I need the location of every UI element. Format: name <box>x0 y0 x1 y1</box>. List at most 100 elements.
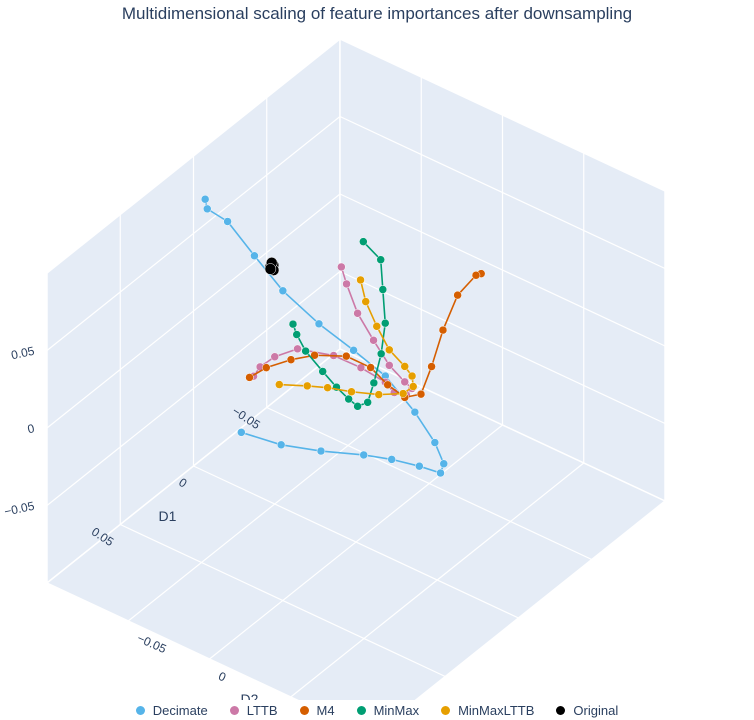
series-line-minmax <box>292 241 387 408</box>
series-line-decimate <box>204 199 445 474</box>
left-wall-gridline-d3-2 <box>46 116 341 351</box>
chart-title: Multidimensional scaling of feature impo… <box>121 4 633 23</box>
point-minmax-6[interactable] <box>363 398 372 407</box>
point-decimate-0[interactable] <box>200 194 210 204</box>
point-minmaxlttb-8[interactable] <box>374 390 384 399</box>
point-minmax-12[interactable] <box>292 330 301 339</box>
point-lttb-1[interactable] <box>342 279 351 289</box>
point-m4-8[interactable] <box>366 363 375 372</box>
floor-gridline-d1-2 <box>119 523 446 678</box>
legend-label-decimate: Decimate <box>152 702 208 718</box>
point-decimate-6[interactable] <box>349 346 358 355</box>
point-m4-11[interactable] <box>286 355 296 364</box>
point-minmax-8[interactable] <box>344 394 353 404</box>
point-m4-13[interactable] <box>245 373 254 382</box>
floor-gridline-d2-2 <box>290 462 585 698</box>
point-m4-12[interactable] <box>262 363 271 372</box>
point-minmaxlttb-1[interactable] <box>361 297 370 306</box>
point-minmax-2[interactable] <box>378 285 388 294</box>
legend-item-minmaxlttb[interactable]: MinMaxLTTB <box>441 700 534 720</box>
point-lttb-4[interactable] <box>385 361 394 370</box>
point-minmax-1[interactable] <box>376 255 385 264</box>
point-decimate-9[interactable] <box>430 438 440 447</box>
point-decimate-16[interactable] <box>276 440 286 450</box>
point-decimate-17[interactable] <box>237 428 246 437</box>
point-lttb-12[interactable] <box>293 344 302 354</box>
point-minmaxlttb-4[interactable] <box>400 362 409 371</box>
point-m4-10[interactable] <box>310 351 319 360</box>
legend-item-original[interactable]: Original <box>556 700 618 720</box>
point-m4-4[interactable] <box>427 362 436 371</box>
point-minmaxlttb-0[interactable] <box>356 275 365 285</box>
legend-marker-minmax <box>356 705 366 715</box>
point-minmaxlttb-6[interactable] <box>408 382 418 391</box>
point-decimate-5[interactable] <box>314 319 324 329</box>
point-decimate-13[interactable] <box>387 455 396 464</box>
point-m4-5[interactable] <box>416 389 426 399</box>
legend-marker-decimate <box>135 705 145 715</box>
d3-tick-0: −0.05 <box>3 499 36 519</box>
point-minmax-3[interactable] <box>381 318 390 328</box>
point-minmaxlttb-11[interactable] <box>303 381 312 391</box>
point-minmaxlttb-9[interactable] <box>347 387 356 396</box>
series-original[interactable] <box>264 257 280 276</box>
point-lttb-13[interactable] <box>270 352 279 361</box>
point-m4-2[interactable] <box>453 290 462 300</box>
point-decimate-12[interactable] <box>415 461 424 471</box>
legend-item-decimate[interactable]: Decimate <box>135 700 208 720</box>
right-wall-gridline-d3-2 <box>339 115 666 270</box>
point-lttb-2[interactable] <box>353 309 362 318</box>
d3-tick-2: 0.05 <box>10 344 36 363</box>
d2-axis-title: D2 <box>241 691 259 700</box>
point-lttb-5[interactable] <box>400 377 409 387</box>
point-minmaxlttb-12[interactable] <box>275 380 284 389</box>
legend-label-original: Original <box>573 702 619 718</box>
legend: Decimate LTTB M4 MinMax MinMaxLTTB Origi… <box>0 700 754 720</box>
floor-gridline-d2-1 <box>209 424 503 660</box>
point-lttb-0[interactable] <box>337 262 346 272</box>
point-minmax-13[interactable] <box>288 319 298 329</box>
point-decimate-4[interactable] <box>278 286 288 296</box>
point-minmaxlttb-2[interactable] <box>372 322 382 331</box>
point-m4-9[interactable] <box>342 351 351 361</box>
point-minmax-4[interactable] <box>376 349 386 359</box>
point-lttb-3[interactable] <box>369 336 378 345</box>
d2-tick-1: 0 <box>216 669 228 685</box>
legend-item-m4[interactable]: M4 <box>299 700 335 720</box>
series-minmaxlttb[interactable] <box>275 275 418 399</box>
series-minmax[interactable] <box>288 237 390 411</box>
point-minmax-0[interactable] <box>359 237 368 246</box>
point-minmax-11[interactable] <box>301 346 310 356</box>
point-decimate-15[interactable] <box>316 446 326 456</box>
legend-marker-m4 <box>299 705 309 715</box>
point-m4-7[interactable] <box>383 380 392 390</box>
point-original-4[interactable] <box>264 263 277 275</box>
d1-axis-title: D1 <box>159 508 177 524</box>
point-minmaxlttb-3[interactable] <box>385 345 394 355</box>
point-decimate-14[interactable] <box>359 450 368 460</box>
floor <box>45 348 667 700</box>
point-decimate-2[interactable] <box>223 217 232 226</box>
legend-marker-minmaxlttb <box>441 705 451 715</box>
point-decimate-3[interactable] <box>250 251 259 261</box>
point-minmaxlttb-10[interactable] <box>323 383 332 392</box>
point-decimate-8[interactable] <box>410 407 420 417</box>
series-m4[interactable] <box>245 269 486 402</box>
d3-tick-1: 0 <box>26 421 36 436</box>
point-minmaxlttb-7[interactable] <box>398 389 408 398</box>
point-minmax-5[interactable] <box>369 378 379 388</box>
point-m4-3[interactable] <box>438 325 448 335</box>
point-decimate-11[interactable] <box>436 468 445 478</box>
point-decimate-1[interactable] <box>203 204 212 214</box>
point-decimate-10[interactable] <box>439 459 449 468</box>
legend-item-lttb[interactable]: LTTB <box>229 700 278 720</box>
legend-label-m4: M4 <box>316 702 335 718</box>
legend-item-minmax[interactable]: MinMax <box>356 700 419 720</box>
series-decimate[interactable] <box>200 194 449 478</box>
legend-label-lttb: LTTB <box>246 702 278 718</box>
point-minmax-7[interactable] <box>353 402 362 411</box>
point-minmaxlttb-5[interactable] <box>407 371 417 381</box>
point-minmax-10[interactable] <box>318 367 327 376</box>
point-m4-1[interactable] <box>471 271 481 280</box>
